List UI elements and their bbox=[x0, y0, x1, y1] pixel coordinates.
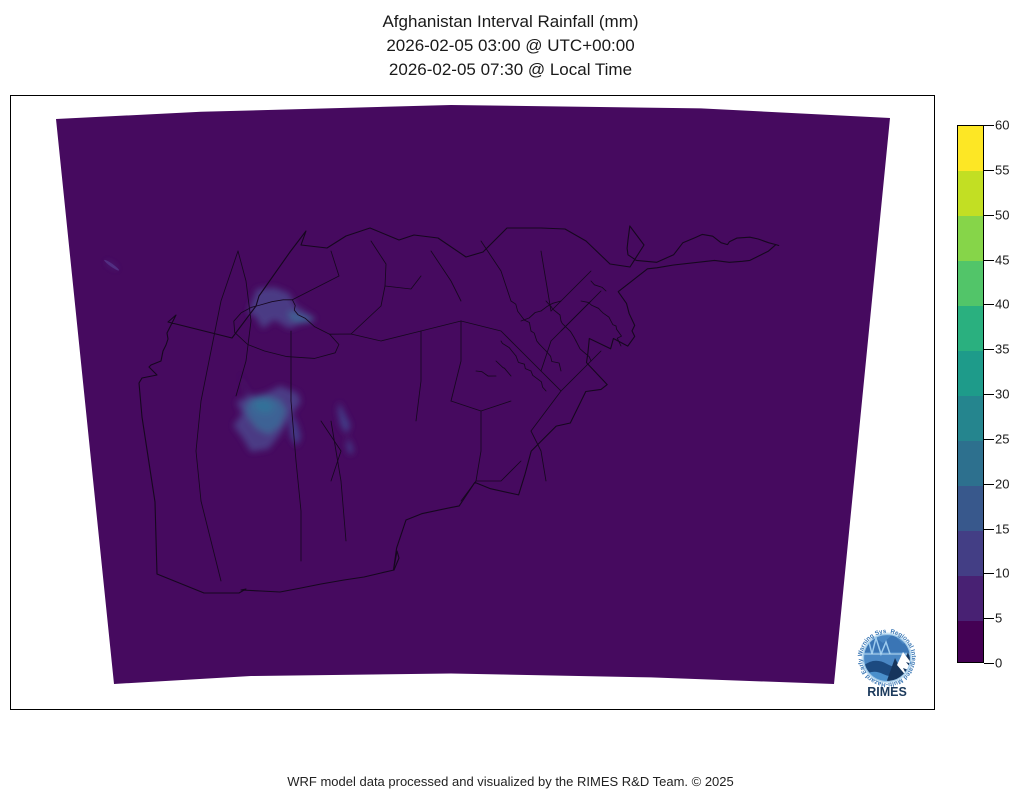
svg-text:RIMES: RIMES bbox=[867, 685, 907, 699]
